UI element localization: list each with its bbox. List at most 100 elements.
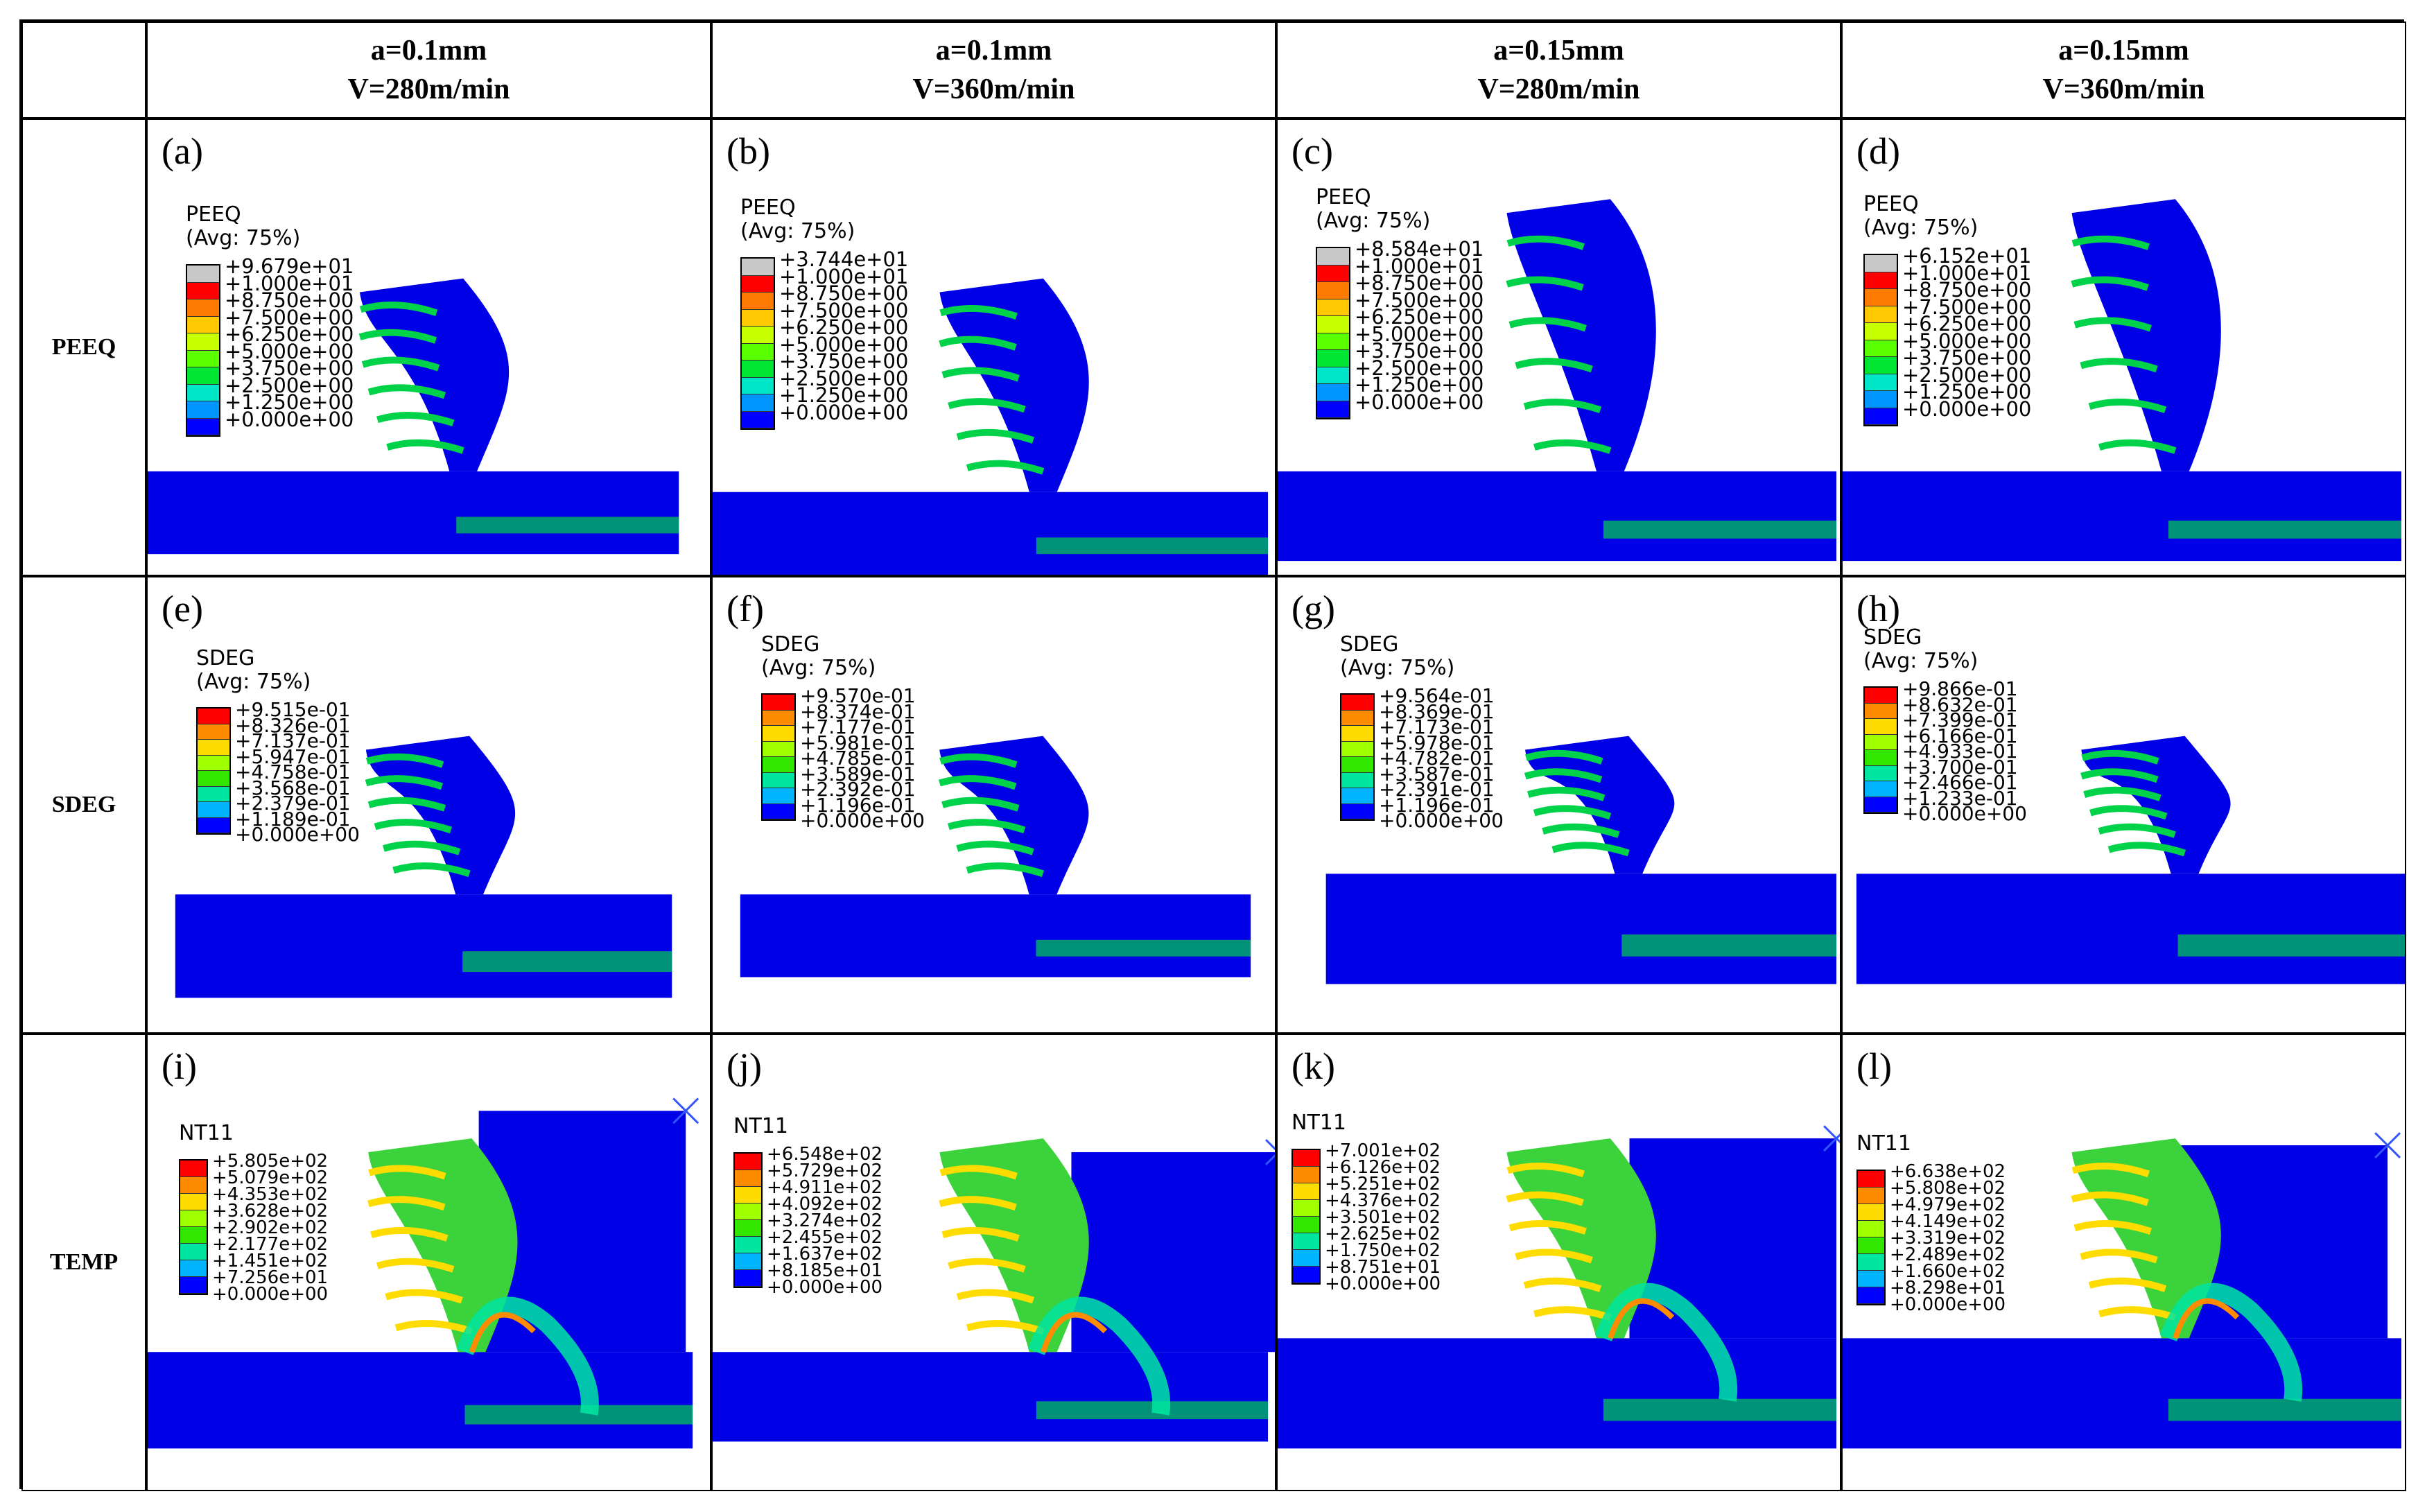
shear-band — [1603, 1398, 1837, 1421]
shear-band — [956, 1289, 1035, 1304]
row-label-text: TEMP — [49, 1249, 119, 1275]
legend-value: +1.000e+01 — [225, 271, 354, 295]
shear-band — [2071, 276, 2149, 291]
legend-averaging: (Avg: 75%) — [1863, 649, 1978, 673]
legend-value: +0.000e+00 — [1355, 390, 1484, 414]
workpiece — [1843, 1338, 2402, 1449]
legend-value: +7.500e+00 — [225, 305, 354, 329]
shear-band — [368, 1165, 446, 1180]
color-swatch — [1293, 1233, 1319, 1250]
color-swatch — [1858, 1188, 1884, 1204]
shear-band — [939, 753, 1018, 768]
color-scale-bar — [1863, 254, 1898, 427]
reference-mark — [1265, 1154, 1275, 1165]
color-swatch — [742, 377, 774, 395]
legend-value: +5.981e-01 — [800, 731, 916, 754]
legend-value: +5.805e+02 — [212, 1151, 329, 1172]
row-label-sdeg: SDEG — [21, 576, 146, 1034]
workpiece — [1325, 874, 1837, 984]
legend-value: +4.933e-01 — [1902, 740, 2018, 763]
legend-value: +3.628e+02 — [212, 1201, 329, 1222]
legend-value: +5.079e+02 — [212, 1167, 329, 1188]
color-swatch — [742, 293, 774, 310]
color-swatch — [1865, 289, 1897, 306]
legend-averaging: (Avg: 75%) — [1316, 209, 1431, 233]
shear-band — [359, 301, 438, 317]
color-swatch — [1858, 1237, 1884, 1254]
color-swatch — [1865, 272, 1897, 290]
panel-e: (e) SDEG (Avg: 75%) +9.515e-01 +8.326e-01 +7.… — [146, 576, 711, 1034]
legend-averaging: (Avg: 75%) — [740, 219, 855, 243]
color-swatch — [1865, 255, 1897, 272]
contour-plot — [175, 736, 672, 998]
legend-value: +3.274e+02 — [767, 1210, 883, 1231]
shear-band — [948, 1258, 1026, 1273]
chip-body — [939, 1138, 1089, 1353]
workpiece — [1856, 874, 2405, 984]
legend-value: +0.000e+00 — [767, 1277, 883, 1298]
shear-band — [2098, 823, 2176, 838]
contour-legend: NT11 +6.548e+02 +5.729e+02 +4.911e+02 +4.092… — [733, 1115, 997, 1305]
shear-band — [1036, 939, 1251, 957]
color-swatch — [1317, 350, 1349, 367]
contour-legend: NT11 +7.001e+02 +6.126e+02 +5.251e+02 +4.376… — [1291, 1111, 1555, 1301]
color-scale-bar — [1863, 686, 1898, 815]
contour-legend: PEEQ (Avg: 75%) +6.152e+01 +1.000e+01 +8.750… — [1863, 193, 2127, 427]
legend-title: PEEQ — [186, 202, 241, 227]
legend-value: +1.196e-01 — [800, 793, 916, 817]
panel-a: (a) PEEQ (Avg: 75%) +9.679e+01 +1.000e+01 +8.… — [146, 119, 711, 576]
shear-band — [2168, 520, 2402, 539]
legend-value: +7.500e+00 — [779, 298, 909, 322]
contour-plot — [713, 278, 1269, 575]
legend-value: +0.000e+00 — [1902, 397, 2032, 421]
chip-body — [2071, 1138, 2221, 1339]
shear-band — [1508, 317, 1587, 332]
shear-band — [376, 1258, 455, 1273]
color-swatch — [735, 1270, 761, 1287]
shear-band — [1036, 537, 1269, 555]
color-swatch — [763, 788, 794, 804]
color-swatch — [187, 266, 219, 283]
shear-band — [1506, 1163, 1585, 1178]
shear-band — [361, 356, 440, 372]
shear-band — [941, 797, 1020, 812]
shear-band — [939, 304, 1018, 320]
color-swatch — [187, 333, 219, 351]
chip-body — [359, 278, 510, 471]
color-swatch — [763, 803, 794, 820]
reference-mark — [2374, 1132, 2401, 1158]
shear-band — [358, 329, 437, 344]
color-swatch — [1317, 248, 1349, 266]
color-swatch — [1865, 688, 1897, 704]
panel-b: (b) PEEQ (Avg: 75%) +3.744e+01 +1.000e+01 +8.… — [711, 119, 1276, 576]
shear-band — [376, 412, 455, 427]
contour-legend: NT11 +6.638e+02 +5.808e+02 +4.979e+02 +4.149… — [1856, 1132, 2120, 1322]
shear-band — [2107, 842, 2186, 857]
color-swatch — [1341, 710, 1373, 727]
shear-band — [2080, 358, 2158, 373]
column-header-2: a=0.1mm V=360m/min — [711, 21, 1276, 119]
color-swatch — [1293, 1250, 1319, 1267]
figure-grid: a=0.1mm V=280m/min a=0.1mm V=360m/min a=… — [19, 19, 2406, 1491]
legend-value: +6.126e+02 — [1325, 1157, 1441, 1178]
color-scale-bar — [1340, 693, 1375, 822]
shear-band — [941, 367, 1020, 382]
color-swatch — [187, 367, 219, 385]
legend-averaging: (Avg: 75%) — [761, 656, 876, 680]
shear-band — [2081, 749, 2159, 765]
color-swatch — [180, 1227, 207, 1244]
chip-geometry — [1325, 736, 1837, 984]
row-label-text: PEEQ — [51, 334, 116, 360]
color-swatch — [1317, 367, 1349, 385]
contour-legend: SDEG (Avg: 75%) +9.570e-01 +8.374e-01 +7.177… — [761, 633, 1025, 837]
color-swatch — [735, 1220, 761, 1237]
column-header-depth: a=0.1mm — [935, 35, 1052, 67]
contour-legend: NT11 +5.805e+02 +5.079e+02 +4.353e+02 +3.628… — [179, 1122, 442, 1312]
panel-g: (g) SDEG (Avg: 75%) +9.564e-01 +8.369e-01 +7.… — [1276, 576, 1841, 1034]
color-swatch — [187, 316, 219, 334]
chip-geometry — [148, 278, 679, 555]
legend-value: +5.000e+00 — [1355, 322, 1484, 346]
color-swatch — [1341, 726, 1373, 742]
color-swatch — [1865, 357, 1897, 374]
shear-band — [1533, 805, 1612, 820]
